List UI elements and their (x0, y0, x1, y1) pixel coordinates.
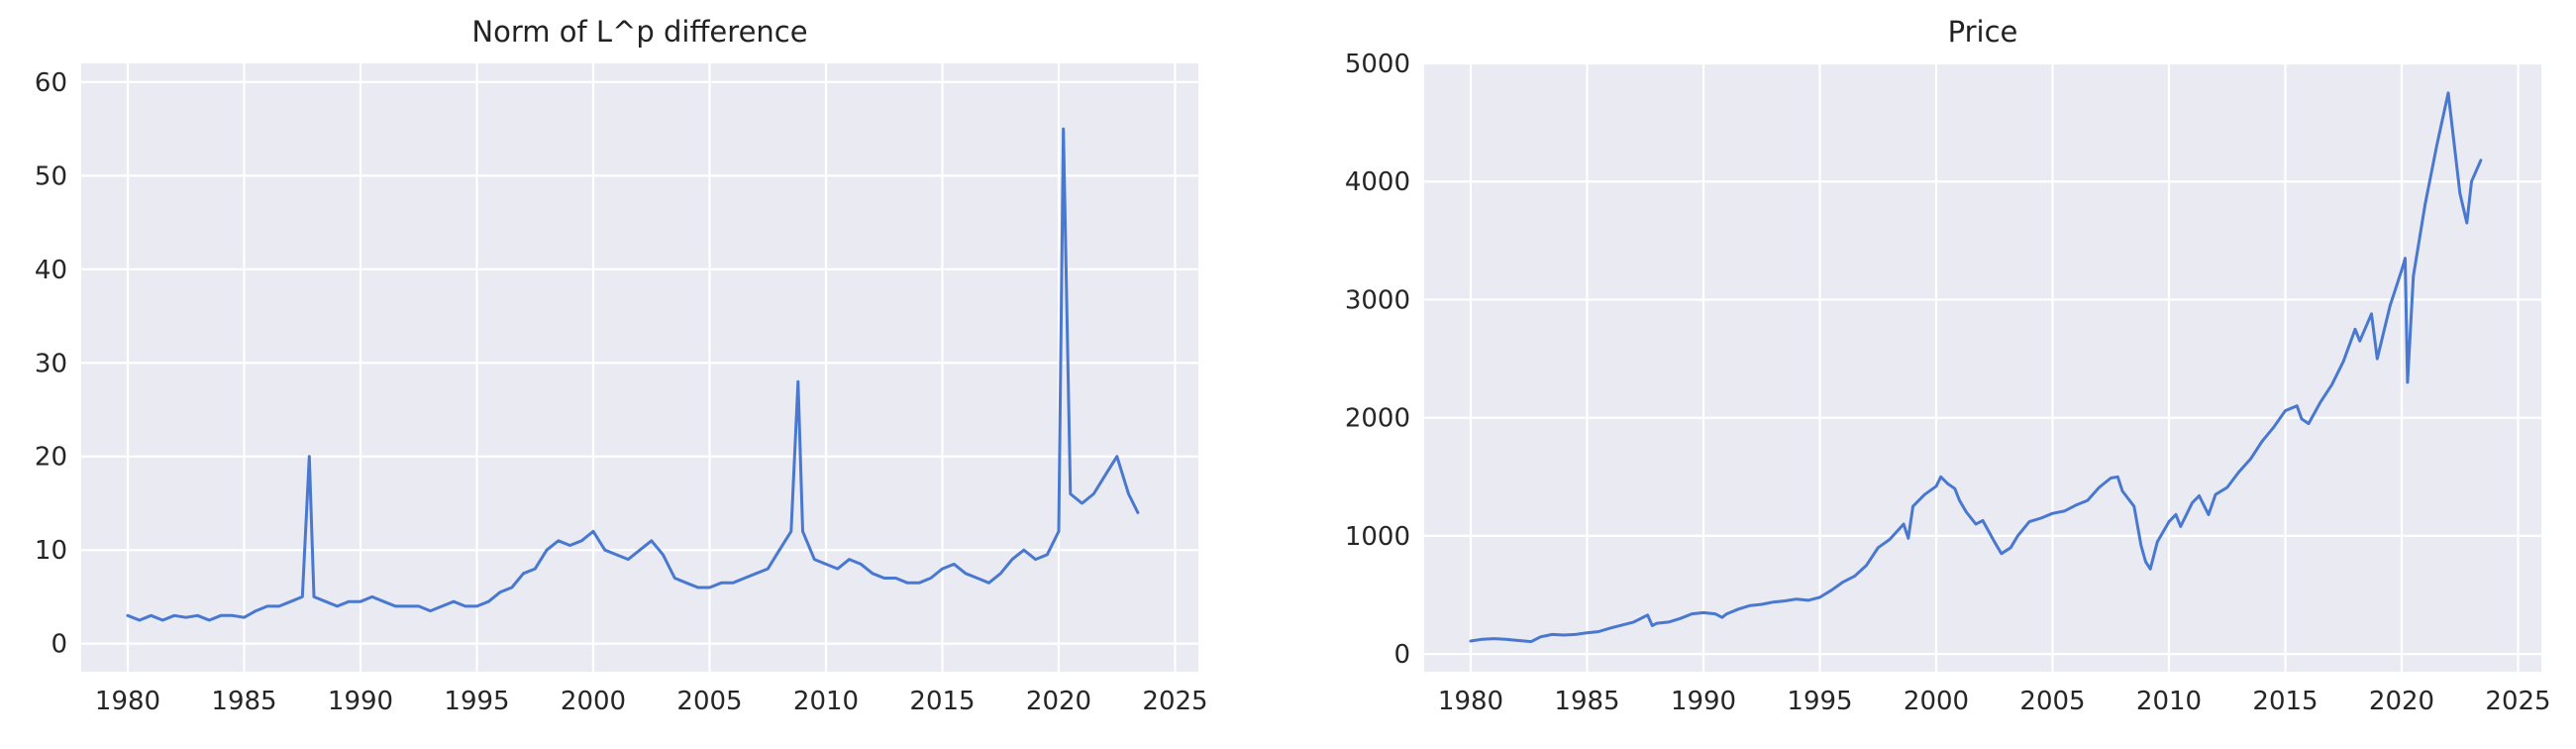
plot-area (81, 63, 1198, 672)
x-tick-label: 2020 (2369, 687, 2434, 716)
x-tick-label: 1995 (444, 687, 509, 716)
y-tick-label: 0 (51, 630, 67, 660)
x-tick-label: 2020 (1026, 687, 1091, 716)
x-tick-label: 2000 (1904, 687, 1969, 716)
series-group (1469, 91, 2483, 644)
plot-area (1424, 63, 2541, 672)
x-tick-label: 1990 (328, 687, 393, 716)
x-tick-label: 1990 (1671, 687, 1736, 716)
grid (81, 63, 1198, 672)
y-tick-label: 3000 (1345, 285, 1410, 315)
x-tick-label: 2025 (1142, 687, 1207, 716)
series-group (126, 127, 1140, 622)
chart-price: 1980 1985 1990 1995 2000 2005 2010 2015 2020 2025… (1345, 15, 2551, 716)
y-tick-label: 4000 (1345, 167, 1410, 197)
x-tick-label: 1980 (1438, 687, 1503, 716)
tick-labels: 1980 1985 1990 1995 2000 2005 2010 2015 2020 2025… (1345, 50, 2551, 716)
x-tick-label: 1985 (1554, 687, 1619, 716)
chart-title: Norm of L^p difference (471, 15, 807, 49)
series-line-0 (1469, 91, 2483, 644)
x-tick-label: 2000 (561, 687, 626, 716)
grid (1424, 61, 2541, 672)
chart-title: Price (1948, 15, 2018, 49)
y-tick-label: 50 (35, 161, 67, 191)
tick-labels: 1980 1985 1990 1995 2000 2005 2010 2015 2020 2025… (35, 68, 1208, 716)
x-tick-label: 1985 (211, 687, 276, 716)
x-tick-label: 2015 (2252, 687, 2318, 716)
y-tick-label: 0 (1393, 640, 1410, 670)
x-tick-label: 2025 (2485, 687, 2550, 716)
y-tick-label: 10 (35, 536, 67, 566)
y-tick-label: 5000 (1345, 50, 1410, 79)
y-tick-label: 1000 (1345, 522, 1410, 552)
x-tick-label: 2010 (2136, 687, 2202, 716)
series-line-0 (126, 127, 1140, 622)
chart-norm-lp-difference: 1980 1985 1990 1995 2000 2005 2010 2015 2020 2025… (35, 15, 1208, 716)
y-tick-label: 40 (35, 256, 67, 285)
x-tick-label: 2015 (909, 687, 975, 716)
x-tick-label: 2005 (2019, 687, 2085, 716)
y-tick-label: 30 (35, 349, 67, 378)
x-tick-label: 1995 (1787, 687, 1852, 716)
x-tick-label: 1980 (95, 687, 160, 716)
y-tick-label: 60 (35, 68, 67, 98)
y-tick-label: 2000 (1345, 404, 1410, 434)
x-tick-label: 2005 (676, 687, 742, 716)
x-tick-label: 2010 (793, 687, 859, 716)
y-tick-label: 20 (35, 443, 67, 473)
